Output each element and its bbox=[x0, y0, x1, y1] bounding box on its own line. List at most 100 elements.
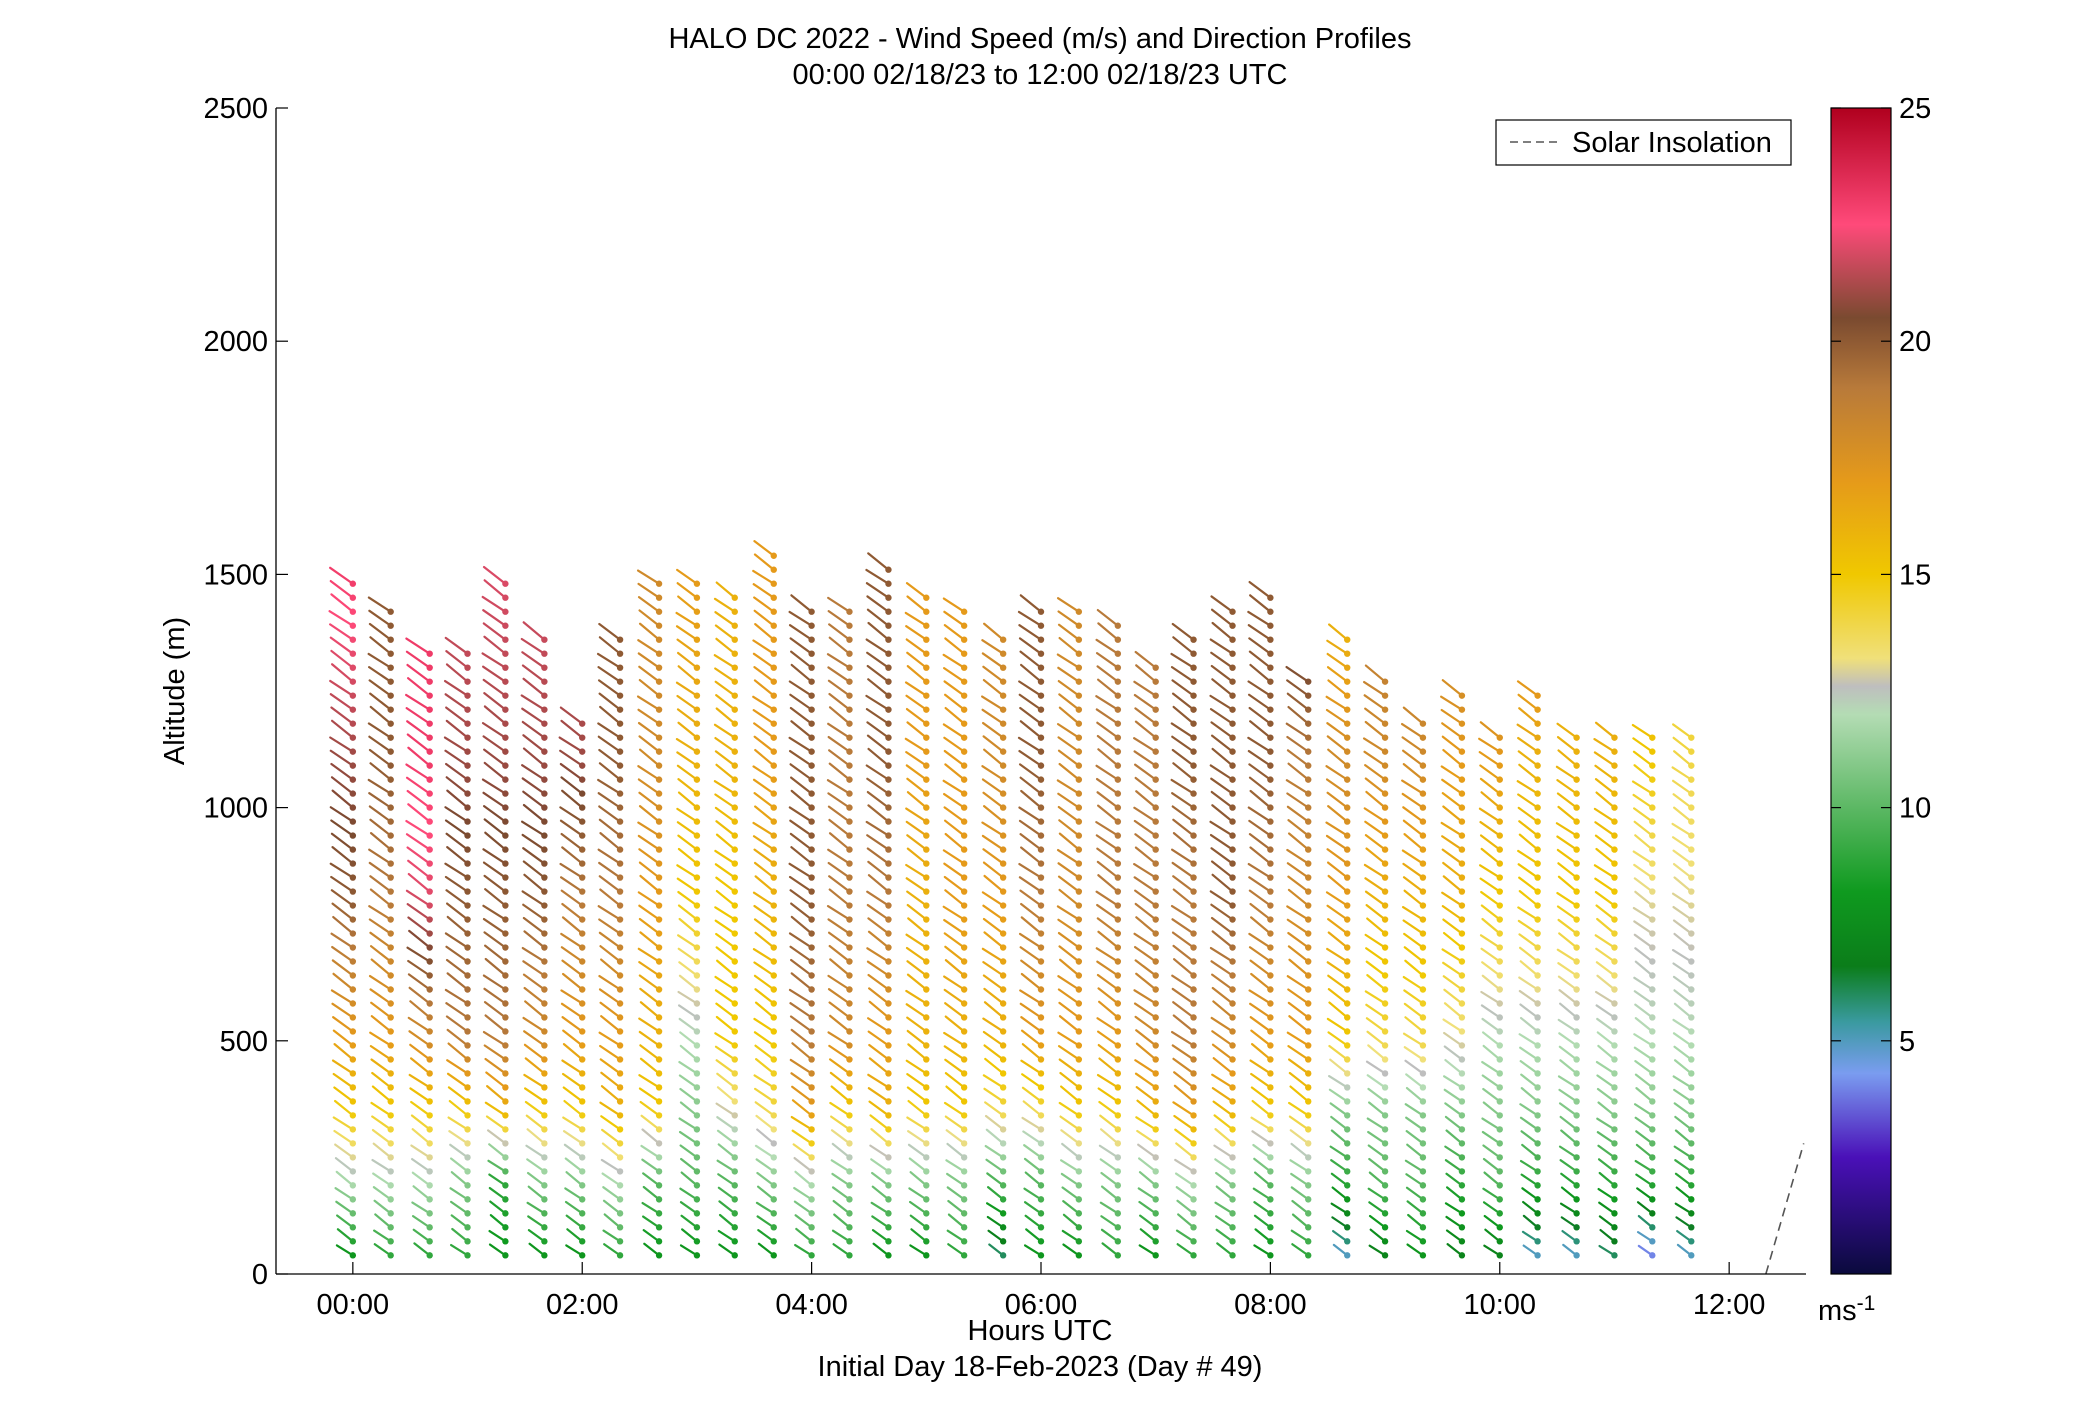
wind-barb bbox=[1401, 849, 1425, 865]
wind-barb bbox=[445, 650, 469, 669]
wind-point bbox=[1496, 1210, 1503, 1217]
wind-point bbox=[960, 832, 968, 839]
wind-point bbox=[1649, 790, 1656, 797]
wind-point bbox=[1075, 706, 1083, 713]
wind-barb bbox=[638, 678, 661, 697]
wind-point bbox=[923, 678, 930, 685]
wind-barb bbox=[678, 1117, 699, 1131]
wind-point bbox=[846, 1154, 853, 1161]
wind-barb bbox=[1134, 776, 1157, 795]
wind-point bbox=[885, 860, 892, 867]
wind-point bbox=[1305, 1112, 1312, 1119]
wind-barb bbox=[598, 805, 622, 823]
wind-point bbox=[1152, 1140, 1159, 1147]
wind-point bbox=[1229, 776, 1236, 783]
wind-point bbox=[808, 1196, 815, 1203]
wind-point bbox=[541, 958, 548, 965]
wind-point bbox=[1037, 1154, 1045, 1161]
colorbar-tick-label: 15 bbox=[1899, 559, 1931, 591]
wind-point bbox=[1267, 720, 1274, 727]
wind-point bbox=[1114, 916, 1122, 923]
wind-barb bbox=[1517, 793, 1539, 809]
wind-point bbox=[1344, 1154, 1351, 1161]
wind-point bbox=[1419, 846, 1427, 853]
wind-point bbox=[693, 594, 701, 601]
wind-point bbox=[1649, 986, 1656, 993]
wind-barb bbox=[1060, 1159, 1080, 1173]
wind-point bbox=[1229, 1224, 1236, 1231]
wind-point bbox=[426, 1238, 433, 1245]
wind-barb bbox=[753, 609, 775, 627]
wind-point bbox=[1611, 972, 1618, 979]
wind-point bbox=[1267, 622, 1274, 629]
wind-point bbox=[1611, 916, 1618, 923]
wind-barb bbox=[905, 625, 928, 641]
wind-point bbox=[885, 888, 892, 895]
wind-point bbox=[1381, 986, 1389, 993]
wind-point bbox=[616, 1014, 624, 1021]
wind-barb bbox=[866, 608, 890, 627]
wind-barb bbox=[1364, 990, 1387, 1005]
wind-barb bbox=[1673, 1088, 1693, 1103]
wind-point bbox=[387, 776, 394, 783]
wind-point bbox=[999, 1252, 1007, 1259]
wind-barb bbox=[788, 862, 813, 879]
wind-point bbox=[960, 804, 968, 811]
wind-barb bbox=[1478, 807, 1501, 823]
wind-point bbox=[1496, 958, 1503, 965]
wind-point bbox=[1649, 972, 1656, 979]
wind-barb bbox=[447, 1086, 469, 1103]
wind-point bbox=[960, 1154, 968, 1161]
wind-barb bbox=[871, 1185, 890, 1201]
wind-point bbox=[655, 986, 663, 993]
wind-point bbox=[999, 1056, 1007, 1063]
wind-barb bbox=[1597, 1144, 1616, 1159]
wind-point bbox=[1458, 846, 1466, 853]
wind-barb bbox=[638, 904, 661, 921]
wind-point bbox=[1152, 720, 1159, 727]
wind-barb bbox=[866, 721, 890, 739]
wind-barb bbox=[788, 806, 813, 823]
wind-point bbox=[502, 678, 509, 685]
wind-point bbox=[693, 958, 701, 965]
wind-barb bbox=[788, 610, 813, 627]
wind-barb bbox=[1171, 748, 1195, 767]
wind-point bbox=[464, 692, 471, 699]
wind-barb bbox=[1172, 1014, 1195, 1033]
wind-barb bbox=[560, 989, 584, 1005]
wind-barb bbox=[753, 961, 775, 977]
wind-barb bbox=[598, 974, 622, 991]
wind-point bbox=[846, 1056, 853, 1063]
wind-point bbox=[731, 972, 738, 979]
wind-point bbox=[1381, 1000, 1389, 1007]
wind-barb bbox=[944, 945, 966, 963]
wind-point bbox=[1190, 1126, 1197, 1133]
wind-point bbox=[1114, 650, 1122, 657]
wind-point bbox=[1611, 958, 1618, 965]
wind-barb bbox=[483, 761, 507, 781]
wind-barb bbox=[1248, 763, 1272, 781]
wind-barb bbox=[1248, 637, 1272, 655]
wind-point bbox=[1344, 1028, 1351, 1035]
x-tick-label: 12:00 bbox=[1693, 1289, 1766, 1321]
wind-point bbox=[808, 1070, 815, 1077]
wind-point bbox=[923, 972, 930, 979]
wind-barb bbox=[714, 736, 736, 753]
wind-point bbox=[1075, 1252, 1083, 1259]
wind-barb bbox=[1403, 946, 1425, 963]
wind-barb bbox=[1288, 1071, 1310, 1089]
wind-point bbox=[579, 1126, 586, 1133]
wind-point bbox=[1458, 930, 1466, 937]
wind-barb bbox=[985, 1128, 1005, 1145]
wind-point bbox=[1114, 776, 1122, 783]
wind-point bbox=[464, 860, 471, 867]
wind-point bbox=[1419, 1042, 1427, 1049]
wind-point bbox=[1381, 860, 1389, 867]
wind-point bbox=[808, 720, 815, 727]
wind-point bbox=[1190, 832, 1197, 839]
wind-point bbox=[885, 1182, 892, 1189]
wind-point bbox=[1114, 818, 1122, 825]
wind-point bbox=[502, 1168, 509, 1175]
wind-barb bbox=[1402, 763, 1425, 781]
wind-point bbox=[1114, 1112, 1122, 1119]
